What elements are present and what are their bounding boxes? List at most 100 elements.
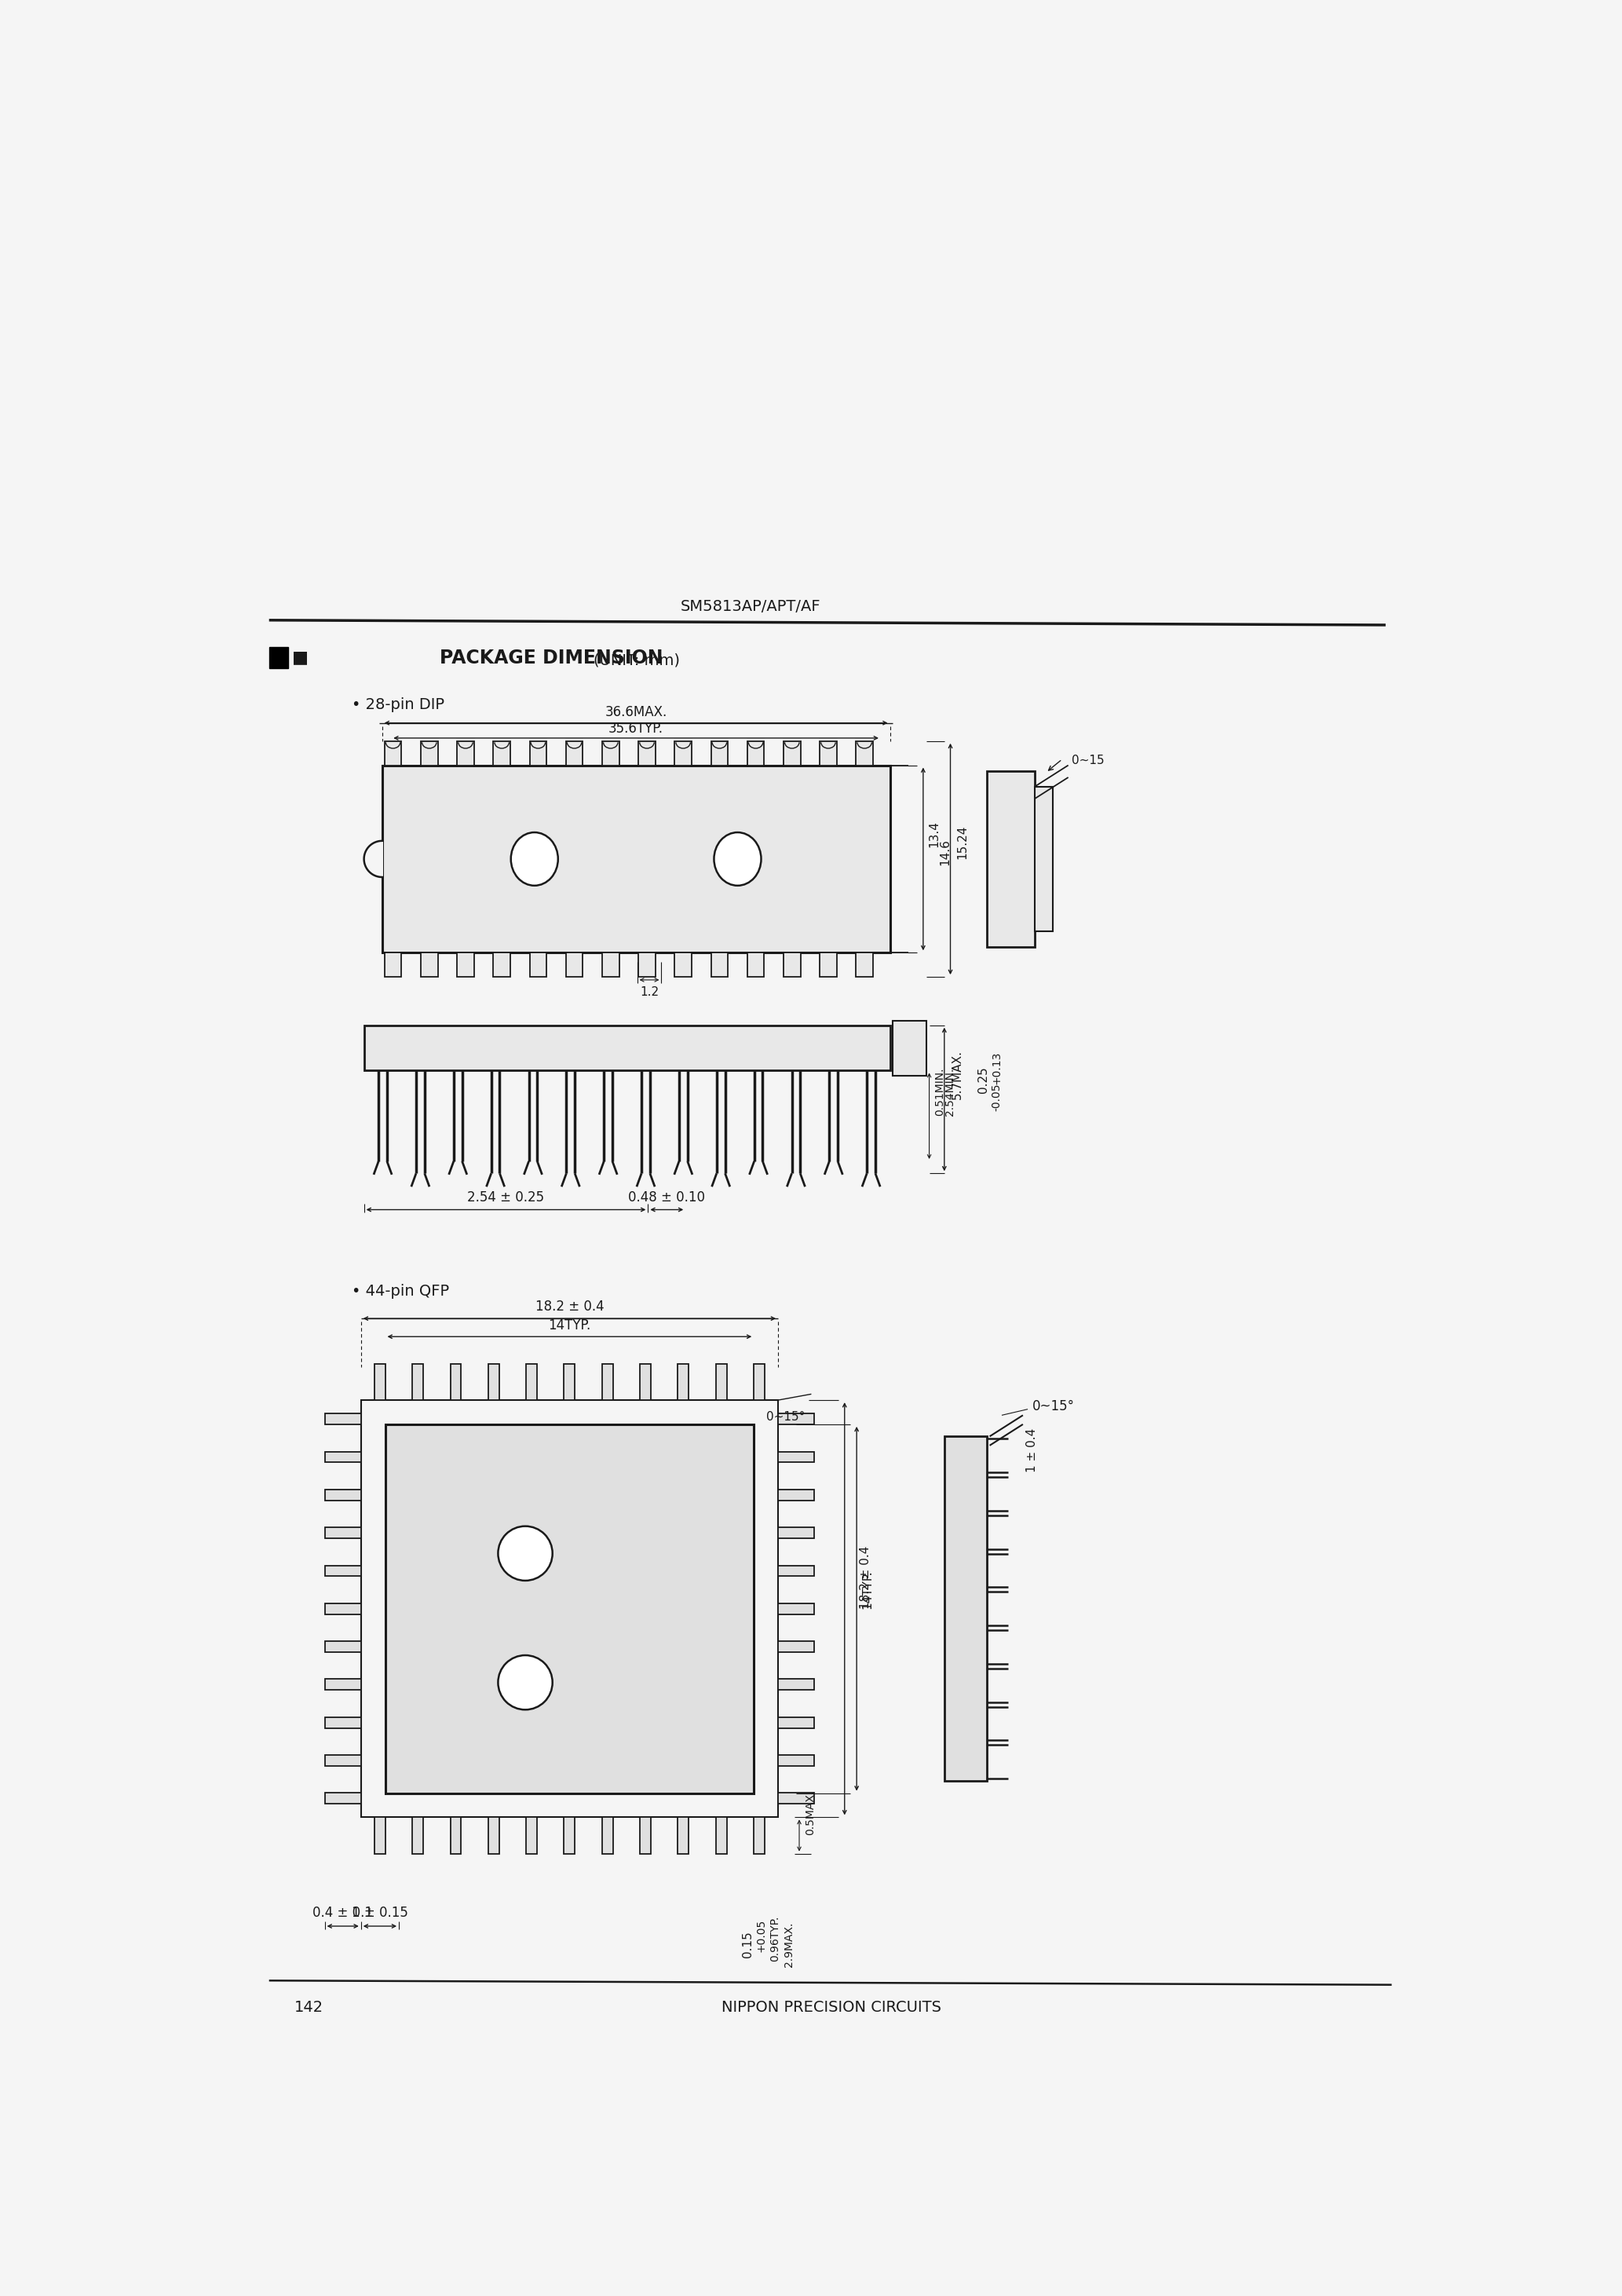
Bar <box>602 742 620 765</box>
Bar <box>1035 788 1053 932</box>
Bar <box>412 1364 423 1401</box>
Bar <box>488 1364 500 1401</box>
Bar <box>375 1364 386 1401</box>
Bar <box>493 953 511 976</box>
Text: 0~15°: 0~15° <box>767 1412 805 1424</box>
Bar <box>384 742 402 765</box>
Bar <box>324 1642 362 1653</box>
Bar <box>678 1818 689 1853</box>
Text: 18.2 ± 0.4: 18.2 ± 0.4 <box>860 1545 871 1609</box>
Bar <box>715 1818 727 1853</box>
Bar <box>526 1364 537 1401</box>
Text: PACKAGE DIMENSION: PACKAGE DIMENSION <box>440 647 663 668</box>
Bar <box>779 1451 814 1463</box>
Bar <box>819 953 837 976</box>
Bar <box>819 742 837 765</box>
Text: 1 ± 0.4: 1 ± 0.4 <box>1027 1428 1038 1472</box>
Text: -0.05: -0.05 <box>991 1084 1002 1111</box>
Text: SM5813AP/APT/AF: SM5813AP/APT/AF <box>681 599 821 615</box>
Bar <box>641 1818 650 1853</box>
Bar <box>779 1527 814 1538</box>
Text: 18.2 ± 0.4: 18.2 ± 0.4 <box>535 1300 603 1313</box>
Ellipse shape <box>498 1527 553 1580</box>
Text: 2.9MAX.: 2.9MAX. <box>783 1922 795 1968</box>
Bar <box>639 742 655 765</box>
Bar <box>457 742 474 765</box>
Text: 0~15: 0~15 <box>1071 755 1105 767</box>
Text: 36.6MAX.: 36.6MAX. <box>605 705 667 719</box>
Bar <box>602 953 620 976</box>
Bar <box>363 1026 890 1070</box>
Text: 1.2: 1.2 <box>639 985 659 999</box>
Text: 0.5MAX.: 0.5MAX. <box>805 1791 816 1835</box>
Bar <box>324 1414 362 1424</box>
Bar <box>602 1364 613 1401</box>
Bar <box>779 1678 814 1690</box>
Bar <box>324 1793 362 1805</box>
Bar <box>324 1451 362 1463</box>
Polygon shape <box>363 840 383 877</box>
Ellipse shape <box>511 833 558 886</box>
Bar <box>420 742 438 765</box>
Text: 0~15°: 0~15° <box>1032 1398 1074 1414</box>
Bar <box>493 742 511 765</box>
Bar <box>779 1793 814 1805</box>
Bar <box>783 953 800 976</box>
Bar <box>779 1414 814 1424</box>
Text: 2.54 ± 0.25: 2.54 ± 0.25 <box>467 1192 545 1205</box>
Text: +0.13: +0.13 <box>991 1052 1002 1084</box>
Bar <box>678 1364 689 1401</box>
Text: 0.4 ± 0.1: 0.4 ± 0.1 <box>313 1906 373 1919</box>
Bar <box>779 1566 814 1577</box>
Bar <box>383 765 890 953</box>
Bar <box>324 1490 362 1499</box>
Text: 5.7MAX.: 5.7MAX. <box>952 1049 963 1100</box>
Text: 15.24: 15.24 <box>957 824 968 859</box>
Text: 14TYP.: 14TYP. <box>548 1318 590 1332</box>
Bar <box>710 742 728 765</box>
Bar <box>779 1642 814 1653</box>
Text: 142: 142 <box>295 2000 324 2016</box>
Bar <box>856 742 873 765</box>
Bar <box>384 1424 754 1793</box>
Bar <box>754 1818 764 1853</box>
Bar <box>779 1490 814 1499</box>
Bar <box>530 742 547 765</box>
Text: 1 ± 0.15: 1 ± 0.15 <box>352 1906 409 1919</box>
Bar <box>420 953 438 976</box>
Text: • 28-pin DIP: • 28-pin DIP <box>352 698 444 712</box>
Bar <box>269 647 289 668</box>
Bar <box>856 953 873 976</box>
Bar <box>566 742 582 765</box>
Bar <box>602 1818 613 1853</box>
Text: 0.96TYP.: 0.96TYP. <box>769 1915 780 1961</box>
Text: • 44-pin QFP: • 44-pin QFP <box>352 1283 449 1300</box>
Bar <box>748 742 764 765</box>
Bar <box>986 771 1035 946</box>
Bar <box>362 1401 779 1818</box>
Text: 35.6TYP.: 35.6TYP. <box>608 721 663 735</box>
Ellipse shape <box>498 1655 553 1711</box>
Bar <box>457 953 474 976</box>
Bar <box>530 953 547 976</box>
Bar <box>748 953 764 976</box>
Bar <box>783 742 800 765</box>
Bar <box>944 1437 986 1782</box>
Bar <box>375 1818 386 1853</box>
Bar <box>324 1566 362 1577</box>
Bar <box>779 1754 814 1766</box>
Bar <box>324 1603 362 1614</box>
Text: 13.4: 13.4 <box>928 820 939 847</box>
Text: +0.05: +0.05 <box>756 1919 767 1952</box>
Text: 14TYP.: 14TYP. <box>861 1570 873 1609</box>
Bar <box>675 742 691 765</box>
Bar <box>324 1527 362 1538</box>
Bar <box>564 1818 574 1853</box>
Bar <box>641 1364 650 1401</box>
Bar <box>566 953 582 976</box>
Bar <box>675 953 691 976</box>
Text: 14.6: 14.6 <box>939 838 950 866</box>
Bar <box>715 1364 727 1401</box>
Text: 2.54MIN.: 2.54MIN. <box>944 1068 955 1116</box>
Bar <box>564 1364 574 1401</box>
